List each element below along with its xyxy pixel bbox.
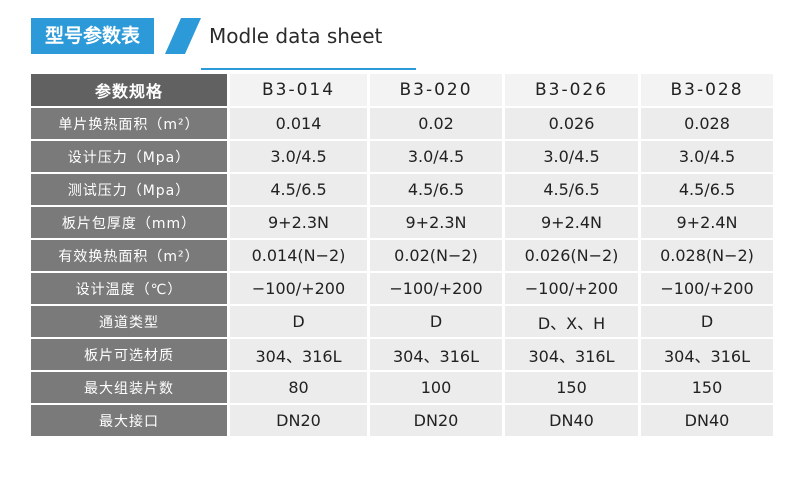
value-cell: DN40 <box>638 405 773 438</box>
value-cell: 150 <box>502 372 638 405</box>
value-cell: 3.0/4.5 <box>227 141 367 174</box>
row-label-cell: 通道类型 <box>31 306 227 339</box>
value-cell: 0.014 <box>227 108 367 141</box>
value-cell: −100/+200 <box>367 273 502 306</box>
value-cell: 0.014(N−2) <box>227 240 367 273</box>
value-cell: 0.028 <box>638 108 773 141</box>
table-row: 设计压力（Mpa） 3.0/4.5 3.0/4.5 3.0/4.5 3.0/4.5 <box>31 141 773 174</box>
table-body: 单片换热面积（m²） 0.014 0.02 0.026 0.028 设计压力（Mpa） 3.… <box>31 108 773 438</box>
value-cell: 0.02(N−2) <box>367 240 502 273</box>
value-cell: 0.02 <box>367 108 502 141</box>
row-label-cell: 单片换热面积（m²） <box>31 108 227 141</box>
value-cell: −100/+200 <box>638 273 773 306</box>
row-label-cell: 测试压力（Mpa） <box>31 174 227 207</box>
value-cell: 3.0/4.5 <box>638 141 773 174</box>
value-cell: 3.0/4.5 <box>502 141 638 174</box>
row-label-cell: 板片包厚度（mm） <box>31 207 227 240</box>
section-title-en: Modle data sheet <box>209 24 383 48</box>
value-cell: 4.5/6.5 <box>227 174 367 207</box>
value-cell: 150 <box>638 372 773 405</box>
row-label-cell: 设计温度（℃） <box>31 273 227 306</box>
value-cell: D <box>367 306 502 339</box>
row-label-cell: 最大组装片数 <box>31 372 227 405</box>
table-row: 板片可选材质 304、316L 304、316L 304、316L 304、316L <box>31 339 773 372</box>
model-header-cell: B3-014 <box>227 74 367 108</box>
row-label-cell: 最大接口 <box>31 405 227 438</box>
value-cell: 304、316L <box>638 339 773 372</box>
value-cell: DN20 <box>367 405 502 438</box>
title-underline <box>201 68 416 70</box>
value-cell: 9+2.4N <box>638 207 773 240</box>
value-cell: −100/+200 <box>227 273 367 306</box>
model-data-table: 参数规格 B3-014 B3-020 B3-026 B3-028 单片换热面积（… <box>31 74 773 438</box>
value-cell: D、X、H <box>502 306 638 339</box>
table-row: 通道类型 D D D、X、H D <box>31 306 773 339</box>
model-header-cell: B3-026 <box>502 74 638 108</box>
value-cell: DN40 <box>502 405 638 438</box>
value-cell: 9+2.4N <box>502 207 638 240</box>
row-label-cell: 板片可选材质 <box>31 339 227 372</box>
value-cell: 9+2.3N <box>367 207 502 240</box>
value-cell: D <box>638 306 773 339</box>
value-cell: DN20 <box>227 405 367 438</box>
value-cell: 4.5/6.5 <box>367 174 502 207</box>
value-cell: 0.026(N−2) <box>502 240 638 273</box>
row-label-cell: 有效换热面积（m²） <box>31 240 227 273</box>
value-cell: 3.0/4.5 <box>367 141 502 174</box>
value-cell: 100 <box>367 372 502 405</box>
value-cell: 0.028(N−2) <box>638 240 773 273</box>
value-cell: −100/+200 <box>502 273 638 306</box>
value-cell: 304、316L <box>502 339 638 372</box>
model-header-cell: B3-028 <box>638 74 773 108</box>
table-row: 最大组装片数 80 100 150 150 <box>31 372 773 405</box>
value-cell: 4.5/6.5 <box>638 174 773 207</box>
table-row: 单片换热面积（m²） 0.014 0.02 0.026 0.028 <box>31 108 773 141</box>
table-row: 设计温度（℃） −100/+200 −100/+200 −100/+200 −100/+… <box>31 273 773 306</box>
section-title-cn: 型号参数表 <box>31 18 155 54</box>
table-row: 最大接口 DN20 DN20 DN40 DN40 <box>31 405 773 438</box>
value-cell: 304、316L <box>367 339 502 372</box>
value-cell: 9+2.3N <box>227 207 367 240</box>
table-row: 测试压力（Mpa） 4.5/6.5 4.5/6.5 4.5/6.5 4.5/6.5 <box>31 174 773 207</box>
value-cell: 0.026 <box>502 108 638 141</box>
table-row: 板片包厚度（mm） 9+2.3N 9+2.3N 9+2.4N 9+2.4N <box>31 207 773 240</box>
value-cell: 4.5/6.5 <box>502 174 638 207</box>
table-header-row: 参数规格 B3-014 B3-020 B3-026 B3-028 <box>31 74 773 108</box>
corner-header-cell: 参数规格 <box>31 74 227 108</box>
table-row: 有效换热面积（m²） 0.014(N−2) 0.02(N−2) 0.026(N−2) 0… <box>31 240 773 273</box>
model-header-cell: B3-020 <box>367 74 502 108</box>
value-cell: 304、316L <box>227 339 367 372</box>
row-label-cell: 设计压力（Mpa） <box>31 141 227 174</box>
section-header: 型号参数表 Modle data sheet <box>31 18 431 70</box>
title-slash-decoration <box>164 18 201 54</box>
value-cell: 80 <box>227 372 367 405</box>
value-cell: D <box>227 306 367 339</box>
